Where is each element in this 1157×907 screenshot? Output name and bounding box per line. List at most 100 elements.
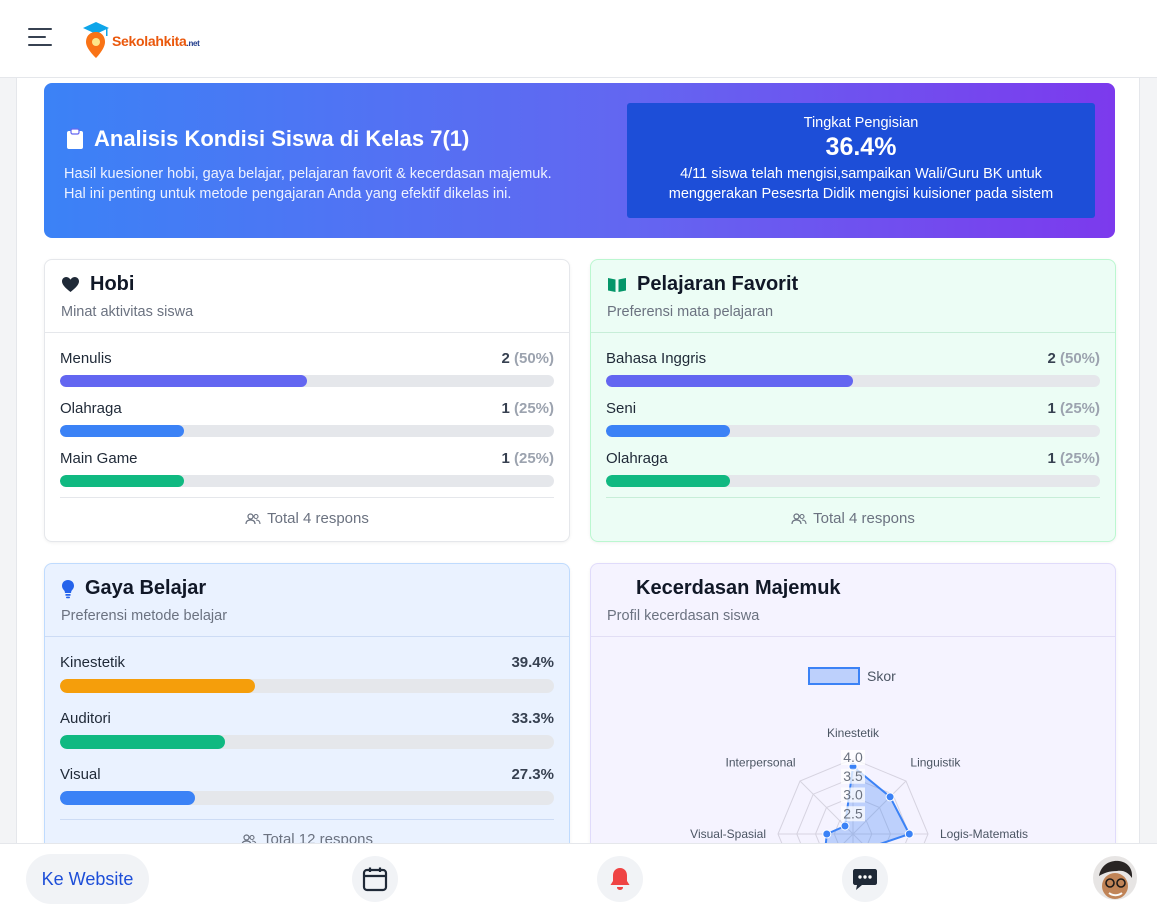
item-label: Main Game <box>60 449 138 467</box>
item-count: 2 <box>501 349 510 367</box>
favorit-subtitle: Preferensi mata pelajaran <box>607 304 774 320</box>
gaya-total: Total 12 respons <box>60 819 554 843</box>
progress-fill <box>60 425 184 437</box>
banner-title: Analisis Kondisi Siswa di Kelas 7(1) <box>94 126 470 151</box>
list-item: Olahraga 1 (25%) <box>60 397 554 437</box>
radar-tick-bg <box>841 806 865 822</box>
heart-icon <box>62 276 79 293</box>
progress-fill <box>606 425 730 437</box>
radar-tick-label: 3.0 <box>843 787 863 803</box>
radar-spoke <box>852 780 907 835</box>
hobi-total: Total 4 respons <box>60 497 554 539</box>
list-item: Olahraga 1 (25%) <box>606 447 1100 487</box>
brand-logo[interactable]: Sekolahkita.net <box>80 18 200 60</box>
item-label: Menulis <box>60 349 112 367</box>
progress-track <box>60 791 554 805</box>
users-icon <box>241 833 257 843</box>
item-percent: (50%) <box>1059 349 1100 367</box>
top-bar: Sekolahkita.net <box>0 0 1157 78</box>
website-button[interactable]: Ke Website <box>26 854 149 904</box>
list-item: Main Game 1 (25%) <box>60 447 554 487</box>
list-item: Seni 1 (25%) <box>606 397 1100 437</box>
hobi-card: Hobi Minat aktivitas siswa Menulis 2 (50%… <box>44 259 570 542</box>
fill-rate-note-2: menggerakan Pesesrta Didik mengisi kuisi… <box>668 186 1054 202</box>
list-item: Menulis 2 (50%) <box>60 347 554 387</box>
pelajaran-favorit-card: Pelajaran Favorit Preferensi mata pelaja… <box>590 259 1116 542</box>
lightbulb-icon <box>62 579 74 598</box>
hobi-subtitle: Minat aktivitas siswa <box>61 304 194 320</box>
radar-axis-label: Visual-Spasial <box>690 827 766 841</box>
radar-legend-label: Skor <box>867 668 896 684</box>
radar-data-point <box>904 829 914 839</box>
progress-fill <box>60 735 225 749</box>
item-count: 1 <box>1047 399 1056 417</box>
radar-tick-bg <box>841 787 865 803</box>
item-count: 1 <box>501 449 510 467</box>
fill-rate-note-1: 4/11 siswa telah mengisi,sampaikan Wali/… <box>680 166 1042 182</box>
item-label: Auditori <box>60 709 111 727</box>
item-count: 1 <box>1047 449 1056 467</box>
users-icon <box>245 512 261 524</box>
gaya-title: Gaya Belajar <box>85 577 207 599</box>
total-text: Total 4 respons <box>813 510 915 527</box>
item-label: Kinestetik <box>60 653 126 671</box>
bell-icon <box>610 868 630 890</box>
radar-grid-ring <box>777 758 929 843</box>
hamburger-menu-icon[interactable] <box>28 26 54 48</box>
progress-fill <box>60 475 184 487</box>
list-item: Auditori 33.3% <box>60 707 554 749</box>
progress-fill <box>60 791 195 805</box>
item-percent: (25%) <box>1059 399 1100 417</box>
progress-track <box>606 475 1100 487</box>
users-icon <box>791 512 807 524</box>
radar-axis-label: Logis-Matematis <box>940 827 1028 841</box>
favorit-title: Pelajaran Favorit <box>637 273 799 295</box>
bottom-nav: Ke Website <box>0 843 1157 907</box>
progress-track <box>60 735 554 749</box>
radar-tick-label: 2.5 <box>843 805 863 821</box>
radar-grid-ring <box>814 795 892 843</box>
banner-description-1: Hasil kuesioner hobi, gaya belajar, pela… <box>64 166 552 182</box>
brand-name: Sekolahkita <box>112 33 187 49</box>
progress-fill <box>60 375 307 387</box>
progress-track <box>606 375 1100 387</box>
progress-fill <box>60 679 255 693</box>
progress-fill <box>606 475 730 487</box>
calendar-button[interactable] <box>352 856 398 902</box>
calendar-icon <box>362 867 388 892</box>
total-text: Total 12 respons <box>262 831 374 843</box>
fill-rate-label: Tingkat Pengisian <box>803 115 919 131</box>
item-label: Olahraga <box>60 399 122 417</box>
item-percent: (25%) <box>513 449 554 467</box>
item-percent: 39.4% <box>511 653 554 671</box>
total-text: Total 4 respons <box>267 510 369 527</box>
gaya-list: Kinestetik 39.4% Auditori 33.3% Visual 27.3… <box>45 637 569 805</box>
chat-button[interactable] <box>842 856 888 902</box>
radar-axis-label: Linguistik <box>910 756 961 770</box>
kecerdasan-subtitle: Profil kecerdasan siswa <box>607 608 760 624</box>
radar-tick-bg <box>841 750 865 765</box>
progress-track <box>60 425 554 437</box>
notification-button[interactable] <box>597 856 643 902</box>
radar-axis-label: Kinestetik <box>827 726 880 740</box>
fill-rate-box: Tingkat Pengisian 36.4% 4/11 siswa telah… <box>627 103 1095 218</box>
radar-chart: 4.0 3.5 3.0 2.5 Kinestetik Linguistik Logis-Ma… <box>690 667 1028 843</box>
gaya-belajar-card: Gaya Belajar Preferensi metode belajar K… <box>44 563 570 843</box>
analysis-banner: Analisis Kondisi Siswa di Kelas 7(1) Has… <box>44 83 1115 238</box>
item-percent: 27.3% <box>511 765 554 783</box>
hobi-list: Menulis 2 (50%) Olahraga 1 (25%) Main Game… <box>45 333 569 487</box>
item-label: Visual <box>60 765 101 783</box>
fill-rate-percent: 36.4% <box>825 133 897 161</box>
gaya-subtitle: Preferensi metode belajar <box>61 608 228 624</box>
item-percent: 33.3% <box>511 709 554 727</box>
progress-track <box>60 475 554 487</box>
radar-legend-swatch <box>808 667 860 685</box>
radar-grid-ring <box>796 777 910 843</box>
radar-tick-label: 4.0 <box>843 749 863 765</box>
radar-spoke <box>852 833 863 843</box>
user-avatar[interactable] <box>1093 856 1137 900</box>
item-percent: (25%) <box>513 399 554 417</box>
graduation-pin-icon <box>83 22 109 58</box>
radar-data-point <box>885 792 895 802</box>
radar-grid-ring <box>833 814 873 843</box>
